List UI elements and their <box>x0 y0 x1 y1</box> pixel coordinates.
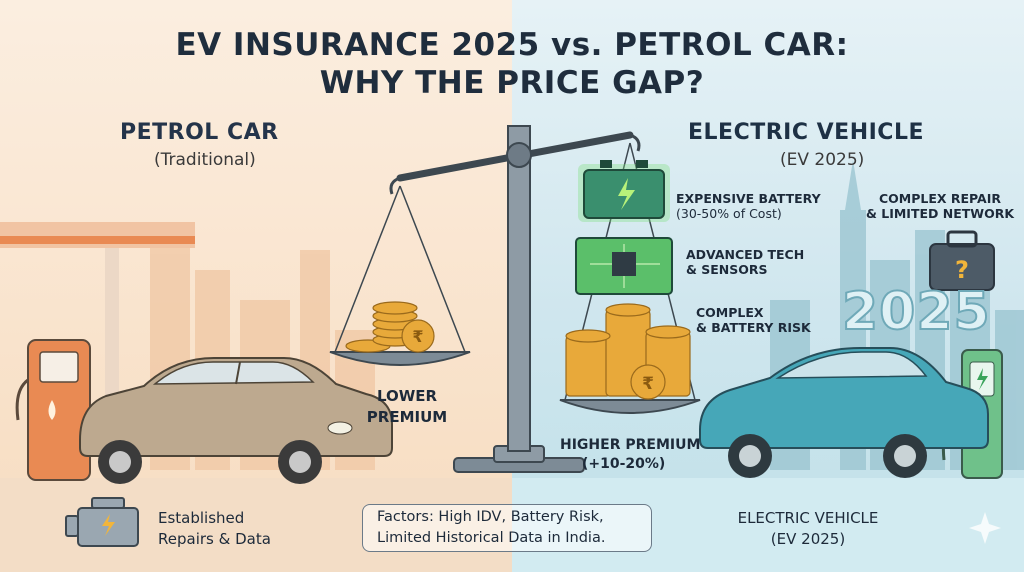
ev-footer-line-2: (EV 2025) <box>770 530 846 548</box>
higher-premium-line-2: (+10-20%) <box>582 456 666 472</box>
ev-footer-line-1: ELECTRIC VEHICLE <box>737 509 879 527</box>
risk-label: COMPLEX & BATTERY RISK <box>696 305 811 335</box>
higher-premium-line-1: HIGHER PREMIUM <box>560 437 701 453</box>
factors-line-1: Factors: High IDV, Battery Risk, <box>377 509 604 525</box>
lower-premium-label: LOWER PREMIUM <box>362 386 452 428</box>
repair-label-line-1: COMPLEX REPAIR <box>878 191 1002 206</box>
factors-box: Factors: High IDV, Battery Risk, Limited… <box>362 504 652 552</box>
toolbox-icon: ? <box>929 230 995 291</box>
engine-icon <box>65 497 139 547</box>
page-title: EV INSURANCE 2025 vs. PETROL CAR: WHY TH… <box>0 26 1024 102</box>
risk-label-line-2: & BATTERY RISK <box>696 320 811 335</box>
rupee-coin-icon: ₹ <box>642 374 654 394</box>
petrol-footer: Established Repairs & Data <box>158 508 271 550</box>
sparkle-icon <box>969 512 1001 544</box>
factors-line-2: Limited Historical Data in India. <box>377 530 606 546</box>
rupee-coin-stack-small <box>345 301 435 353</box>
petrol-heading: PETROL CAR <box>120 120 279 145</box>
battery-label-detail: (30-50% of Cost) <box>676 206 782 221</box>
tech-label: ADVANCED TECH & SENSORS <box>686 247 804 277</box>
rupee-coin-icon: ₹ <box>412 327 423 346</box>
page-title-line-1: EV INSURANCE 2025 vs. PETROL CAR: <box>175 27 849 63</box>
battery-icon <box>578 160 670 222</box>
battery-label-title: EXPENSIVE BATTERY <box>676 191 821 206</box>
year-badge: 2025 <box>841 281 991 343</box>
svg-text:?: ? <box>955 256 969 284</box>
repair-label-line-2: & LIMITED NETWORK <box>866 206 1015 221</box>
ev-heading: ELECTRIC VEHICLE <box>688 120 925 145</box>
battery-label: EXPENSIVE BATTERY (30-50% of Cost) <box>676 191 821 221</box>
petrol-footer-line-2: Repairs & Data <box>158 530 271 548</box>
gas-station-canopy <box>0 222 195 478</box>
petrol-car-illustration <box>79 357 393 484</box>
ev-subheading: (EV 2025) <box>780 150 865 170</box>
chip-icon <box>575 237 673 295</box>
petrol-footer-line-1: Established <box>158 509 245 527</box>
rupee-coin-stack-large <box>565 303 691 400</box>
risk-label-line-1: COMPLEX <box>696 305 764 320</box>
ev-car-illustration <box>699 347 989 478</box>
higher-premium-label: HIGHER PREMIUM (+10-20%) <box>560 436 700 474</box>
repair-label: COMPLEX REPAIR & LIMITED NETWORK <box>866 191 1014 221</box>
petrol-subheading: (Traditional) <box>154 150 256 170</box>
tech-label-line-1: ADVANCED TECH <box>686 247 805 262</box>
ev-footer: ELECTRIC VEHICLE (EV 2025) <box>733 508 883 550</box>
page-title-line-2: WHY THE PRICE GAP? <box>319 65 705 101</box>
tech-label-line-2: & SENSORS <box>686 262 768 277</box>
balance-scale <box>329 125 701 473</box>
lower-premium-line-1: LOWER <box>376 387 438 405</box>
fuel-pump-icon <box>15 339 91 481</box>
lower-premium-line-2: PREMIUM <box>366 408 448 426</box>
